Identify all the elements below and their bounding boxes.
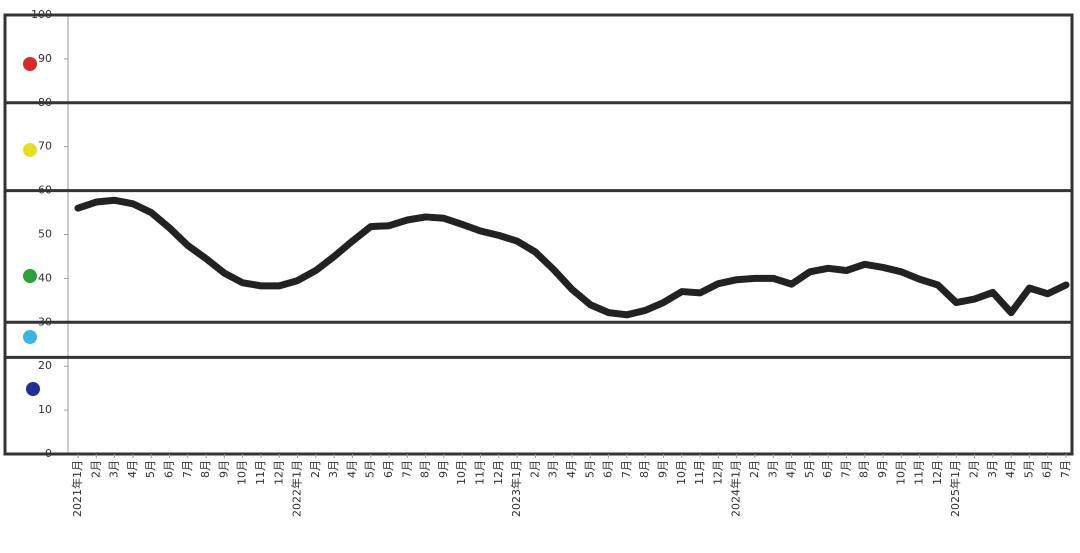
x-tick-label: 12月 xyxy=(711,460,724,485)
zone-dot xyxy=(23,269,37,283)
zone-dot xyxy=(23,330,37,344)
x-tick-label: 7月 xyxy=(839,460,852,478)
x-tick-label: 4月 xyxy=(785,460,798,478)
x-tick-label: 4月 xyxy=(126,460,139,478)
data-line xyxy=(74,196,1070,319)
x-tick-label: 2022年1月 xyxy=(290,460,304,517)
y-tick-label: 50 xyxy=(38,228,52,241)
x-tick-label: 12月 xyxy=(272,460,285,485)
x-tick-label: 4月 xyxy=(345,460,358,478)
x-tick-label: 12月 xyxy=(492,460,505,485)
x-tick-label: 5月 xyxy=(144,460,157,478)
x-tick-label: 4月 xyxy=(1004,460,1017,478)
x-tick-label: 4月 xyxy=(565,460,578,478)
x-tick-label: 9月 xyxy=(656,460,669,478)
x-tick-label: 2月 xyxy=(528,460,541,478)
x-tick-label: 2月 xyxy=(748,460,761,478)
x-tick-label: 11月 xyxy=(693,460,706,485)
x-tick-label: 3月 xyxy=(327,460,340,478)
x-tick-label: 9月 xyxy=(437,460,450,478)
x-tick-label: 8月 xyxy=(199,460,212,478)
x-tick-label: 2025年1月 xyxy=(948,460,962,517)
x-tick-label: 6月 xyxy=(1041,460,1054,478)
x-tick-label: 6月 xyxy=(162,460,175,478)
x-tick-label: 10月 xyxy=(236,460,249,485)
x-tick-label: 3月 xyxy=(766,460,779,478)
x-tick-label: 3月 xyxy=(108,460,121,478)
x-tick-label: 8月 xyxy=(858,460,871,478)
x-tick-label: 11月 xyxy=(474,460,487,485)
x-tick-label: 10月 xyxy=(675,460,688,485)
x-tick-label: 8月 xyxy=(638,460,651,478)
x-tick-label: 2月 xyxy=(968,460,981,478)
y-tick-label: 70 xyxy=(38,140,52,153)
frame xyxy=(3,13,1074,456)
x-tick-label: 12月 xyxy=(931,460,944,485)
y-tick-label: 40 xyxy=(38,271,52,284)
x-tick-label: 11月 xyxy=(913,460,926,485)
zone-dot xyxy=(23,57,37,71)
x-tick-label: 2023年1月 xyxy=(509,460,523,517)
y-tick-label: 10 xyxy=(38,403,52,416)
x-tick-label: 10月 xyxy=(455,460,468,485)
x-tick-label: 5月 xyxy=(1022,460,1035,478)
x-tick-label: 2月 xyxy=(309,460,322,478)
x-tick-label: 10月 xyxy=(894,460,907,485)
x-tick-label: 11月 xyxy=(254,460,267,485)
x-tick-label: 7月 xyxy=(400,460,413,478)
x-tick-label: 2021年1月 xyxy=(70,460,84,517)
x-tick-label: 7月 xyxy=(620,460,633,478)
x-tick-label: 6月 xyxy=(382,460,395,478)
zone-dot xyxy=(26,382,40,396)
x-tick-label: 8月 xyxy=(419,460,432,478)
x-tick-label: 6月 xyxy=(602,460,615,478)
x-tick-label: 7月 xyxy=(181,460,194,478)
x-tick-label: 9月 xyxy=(217,460,230,478)
x-tick-label: 5月 xyxy=(803,460,816,478)
x-tick-label: 3月 xyxy=(986,460,999,478)
x-tick-label: 5月 xyxy=(583,460,596,478)
x-tick-label: 7月 xyxy=(1059,460,1072,478)
y-tick-label: 90 xyxy=(38,52,52,65)
x-tick-label: 2月 xyxy=(89,460,102,478)
y-tick-label: 20 xyxy=(38,359,52,372)
x-tick-label: 2024年1月 xyxy=(729,460,743,517)
zone-dot xyxy=(23,143,37,157)
x-tick-label: 9月 xyxy=(876,460,889,478)
x-tick-label: 3月 xyxy=(547,460,560,478)
x-tick-label: 6月 xyxy=(821,460,834,478)
x-tick-label: 5月 xyxy=(364,460,377,478)
